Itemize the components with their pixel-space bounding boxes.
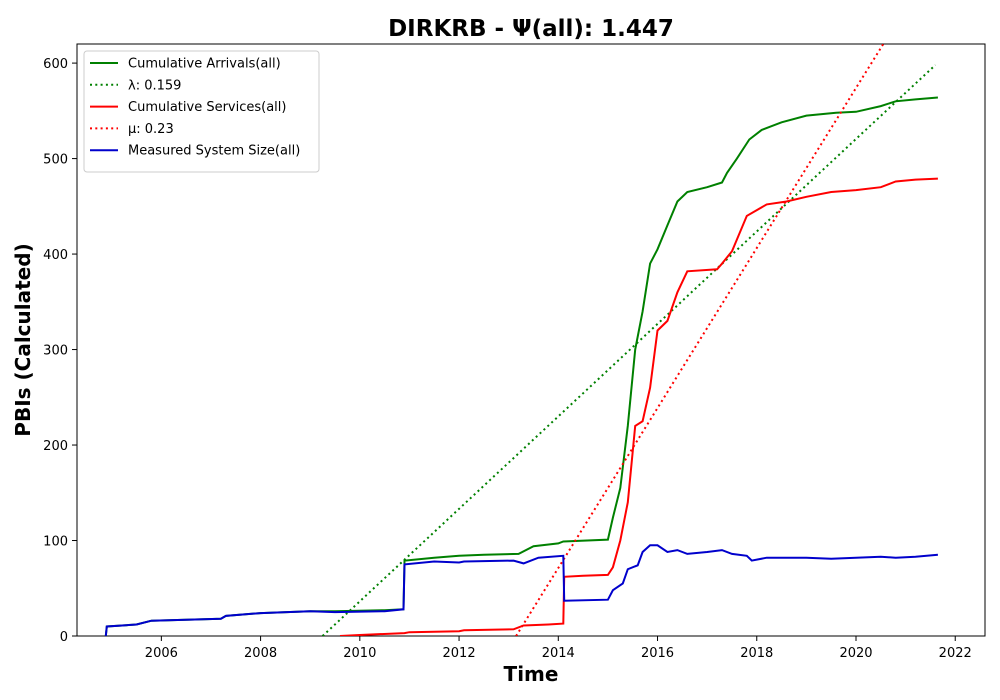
x-tick-label: 2018 [740,646,773,661]
x-tick-label: 2008 [244,646,277,661]
legend-label: Cumulative Arrivals(all) [128,57,281,72]
legend-box [83,50,320,173]
series-line-4 [104,544,938,636]
series-line-2 [339,177,938,636]
legend: Cumulative Arrivals(all) λ: 0.159 Cumulati… [83,50,320,173]
x-tick-label: 2016 [641,646,674,661]
y-tick-label: 600 [43,57,68,72]
x-tick-label: 2010 [343,646,376,661]
x-tick-label: 2022 [939,646,972,661]
y-tick-label: 500 [43,153,68,168]
legend-label: Cumulative Services(all) [128,100,286,115]
y-axis: 0 100 200 300 400 500 600 [43,57,77,645]
legend-label: Measured System Size(all) [128,144,300,159]
series-layer [104,44,938,636]
legend-label: μ: 0.23 [128,122,174,137]
y-tick-label: 100 [43,535,68,550]
y-tick-label: 300 [43,344,68,359]
x-tick-label: 2020 [839,646,872,661]
y-tick-label: 400 [43,248,68,263]
x-tick-label: 2006 [145,646,178,661]
x-tick-label: 2014 [542,646,575,661]
series-line-1 [321,64,937,636]
legend-label: λ: 0.159 [128,78,181,93]
x-axis-title: Time [504,662,559,686]
y-tick-label: 0 [60,630,68,645]
y-tick-label: 200 [43,439,68,454]
y-axis-title: PBIs (Calculated) [11,243,35,436]
x-axis: 2006 2008 2010 2012 2014 2016 2018 2020 2022 [145,636,972,661]
x-tick-label: 2012 [443,646,476,661]
chart-title: DIRKRB - Ψ(all): 1.447 [388,16,674,42]
